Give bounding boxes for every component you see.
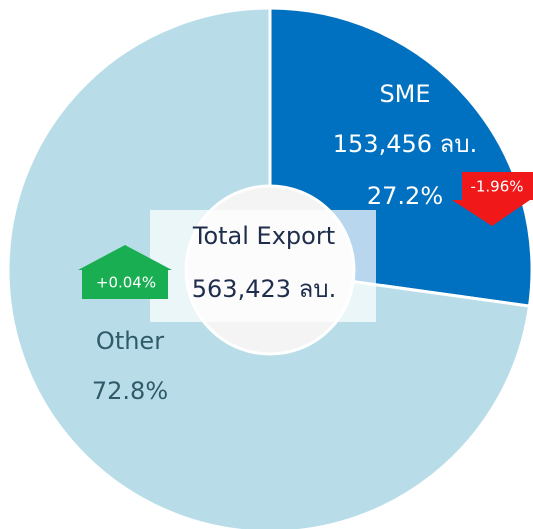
change-label: -1.96% [470, 178, 523, 196]
down-arrow [452, 172, 533, 226]
slice-label: Other [96, 327, 164, 355]
slice-value-label: 72.8% [92, 377, 168, 405]
up-arrow [78, 245, 172, 299]
slice-label: SME [379, 80, 430, 108]
total-label: Total Export [192, 222, 335, 250]
slice-value-label: 27.2% [367, 182, 443, 210]
total-value: 563,423 ลบ. [192, 275, 336, 303]
total-box [150, 210, 376, 322]
slice-amount: 153,456 ลบ. [333, 130, 477, 158]
change-label: +0.04% [96, 274, 156, 292]
